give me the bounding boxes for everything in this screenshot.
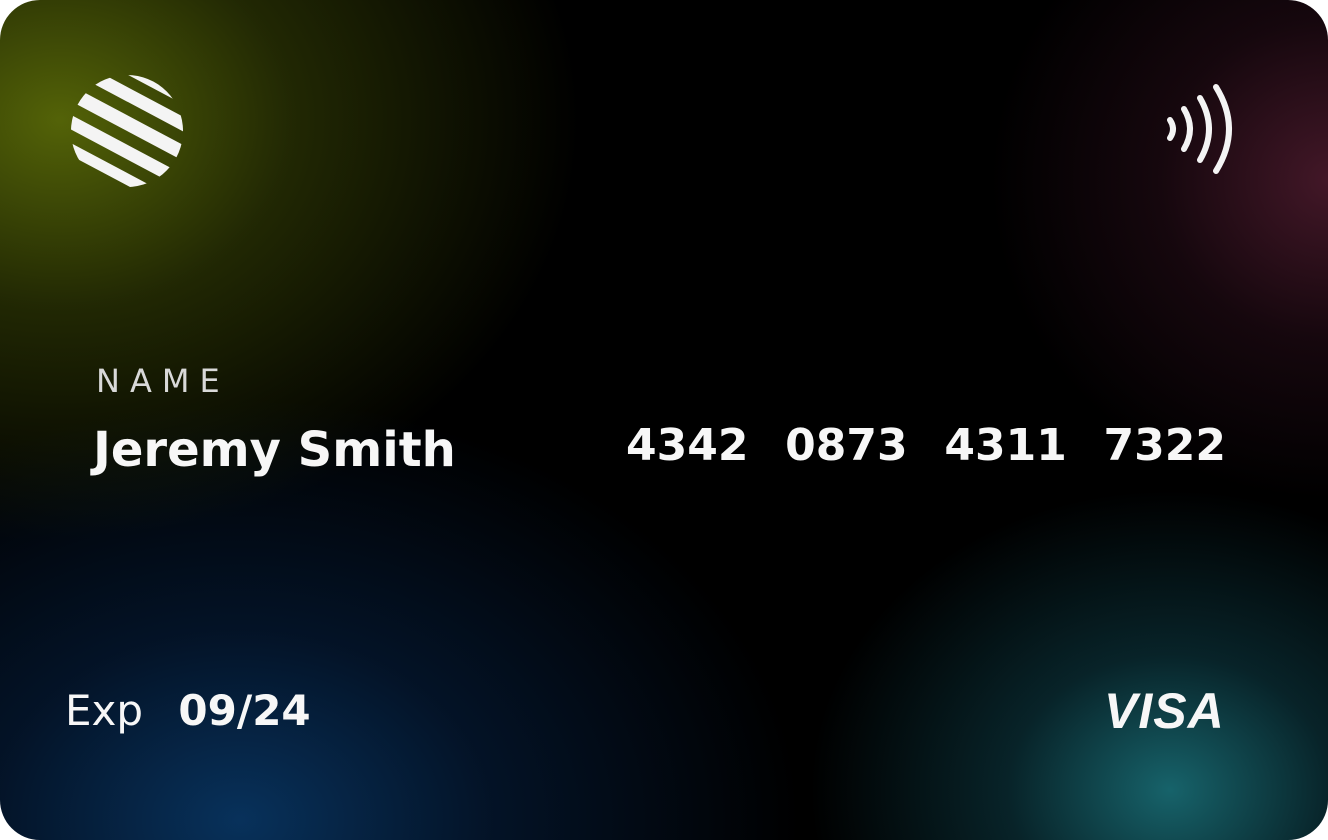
visa-logo: VISA: [1104, 683, 1225, 739]
expiry-label: Exp: [65, 686, 144, 735]
card-number-group: 4342: [626, 420, 749, 471]
expiry-date: Exp 09/24: [65, 686, 311, 735]
card-number-group: 4311: [944, 420, 1067, 471]
card-number-group: 7322: [1103, 420, 1226, 471]
card-number-group: 0873: [785, 420, 908, 471]
card-number: 4342 0873 4311 7322: [626, 420, 1226, 471]
striped-globe-icon: [68, 72, 186, 190]
name-label: NAME: [96, 362, 230, 400]
contactless-icon: [1167, 84, 1232, 174]
cardholder-name: Jeremy Smith: [93, 422, 456, 478]
expiry-value: 09/24: [178, 686, 311, 735]
